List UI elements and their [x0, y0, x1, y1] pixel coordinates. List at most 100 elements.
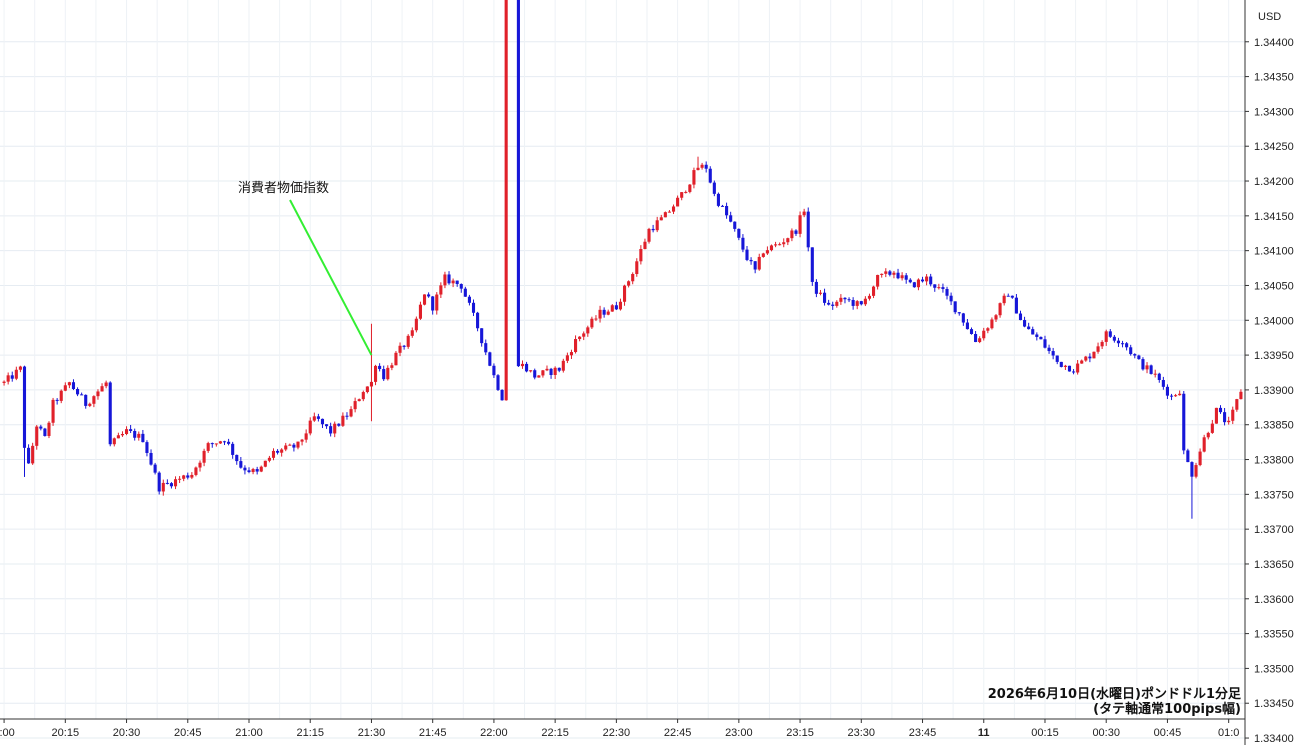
price-tick-label: 1.33650: [1254, 559, 1294, 571]
time-tick-label: 23:45: [909, 727, 937, 739]
candle: [635, 258, 639, 277]
candle: [1235, 398, 1239, 412]
time-tick-label: 20:15: [52, 727, 80, 739]
candle: [896, 268, 900, 280]
candle: [51, 397, 55, 426]
candle: [18, 365, 22, 373]
candle: [455, 280, 459, 287]
time-tick-label: 22:00: [480, 727, 508, 739]
time-tick-label: 21:30: [358, 727, 386, 739]
currency-label: USD: [1258, 11, 1281, 23]
candle: [365, 386, 369, 394]
candle: [431, 296, 435, 315]
candle: [949, 292, 953, 306]
candle: [671, 204, 676, 215]
candle: [863, 296, 867, 307]
candle: [627, 280, 631, 288]
candle: [1223, 407, 1227, 426]
candle: [782, 238, 786, 248]
candle: [59, 389, 63, 404]
candle: [1010, 295, 1014, 299]
price-tick-label: 1.34350: [1254, 72, 1294, 84]
candle: [745, 246, 749, 262]
candle: [839, 294, 843, 305]
time-axis: 0:00 20:15 20:30 20:45 21:00 21:15 21:30 21:45 2…: [0, 719, 1239, 739]
candle: [994, 313, 998, 322]
candle: [929, 273, 933, 287]
candle: [578, 336, 582, 342]
candle: [945, 286, 949, 300]
time-tick-label: 0:00: [0, 727, 15, 739]
candle: [361, 390, 365, 402]
candle: [422, 294, 427, 306]
candle: [957, 312, 961, 316]
candle: [1133, 353, 1137, 359]
candle: [467, 294, 471, 306]
candle: [369, 323, 374, 422]
candle: [500, 389, 504, 401]
candle: [884, 268, 888, 278]
candle: [243, 465, 247, 475]
candle: [345, 412, 349, 420]
candle: [300, 438, 304, 446]
candle: [378, 363, 382, 372]
candle: [610, 304, 614, 312]
candle: [100, 383, 104, 392]
candle: [692, 167, 696, 189]
candle: [1227, 416, 1231, 425]
grid: [0, 0, 1245, 739]
candle: [451, 278, 455, 288]
candle: [484, 339, 488, 356]
candle: [71, 379, 76, 391]
candle: [22, 365, 27, 477]
candle: [1210, 419, 1214, 434]
candle: [753, 261, 757, 274]
candle: [1092, 351, 1096, 359]
candle: [1002, 293, 1006, 306]
candle: [1120, 340, 1125, 348]
candle: [292, 443, 296, 452]
candle: [1100, 340, 1104, 350]
candle: [84, 394, 88, 409]
candle: [933, 284, 937, 292]
price-axis: 1.34400 1.34350 1.34300 1.34250 1.34200 1.341…: [1245, 37, 1294, 745]
candle: [316, 413, 320, 422]
candle: [2, 380, 6, 386]
candle: [823, 288, 827, 306]
candle: [978, 336, 982, 344]
time-tick-label: 23:15: [786, 727, 814, 739]
candle: [663, 211, 667, 218]
candle: [586, 325, 590, 337]
candle: [974, 331, 978, 343]
candle: [1218, 405, 1223, 414]
candle: [63, 382, 67, 392]
candle: [1096, 342, 1100, 354]
annotation: 消費者物価指数: [238, 181, 373, 356]
candle: [1043, 335, 1047, 349]
candle: [794, 229, 798, 236]
candle: [10, 371, 14, 382]
price-tick-label: 1.34300: [1254, 106, 1294, 118]
candle: [806, 207, 810, 252]
candle: [1116, 337, 1121, 347]
candle: [1018, 310, 1023, 321]
candle: [1067, 365, 1072, 372]
candle: [516, 0, 520, 367]
candle: [733, 221, 737, 232]
candle: [161, 479, 165, 496]
candle: [953, 301, 957, 315]
candle: [337, 423, 341, 427]
candle: [541, 369, 545, 378]
candle: [704, 161, 708, 173]
candle: [590, 316, 594, 329]
candle: [1027, 322, 1031, 330]
candle: [67, 381, 71, 389]
candle: [1035, 332, 1039, 341]
candle: [557, 367, 561, 373]
candle: [1129, 344, 1133, 356]
price-tick-label: 1.33750: [1254, 489, 1294, 501]
candle: [133, 428, 137, 441]
candle: [35, 425, 39, 450]
